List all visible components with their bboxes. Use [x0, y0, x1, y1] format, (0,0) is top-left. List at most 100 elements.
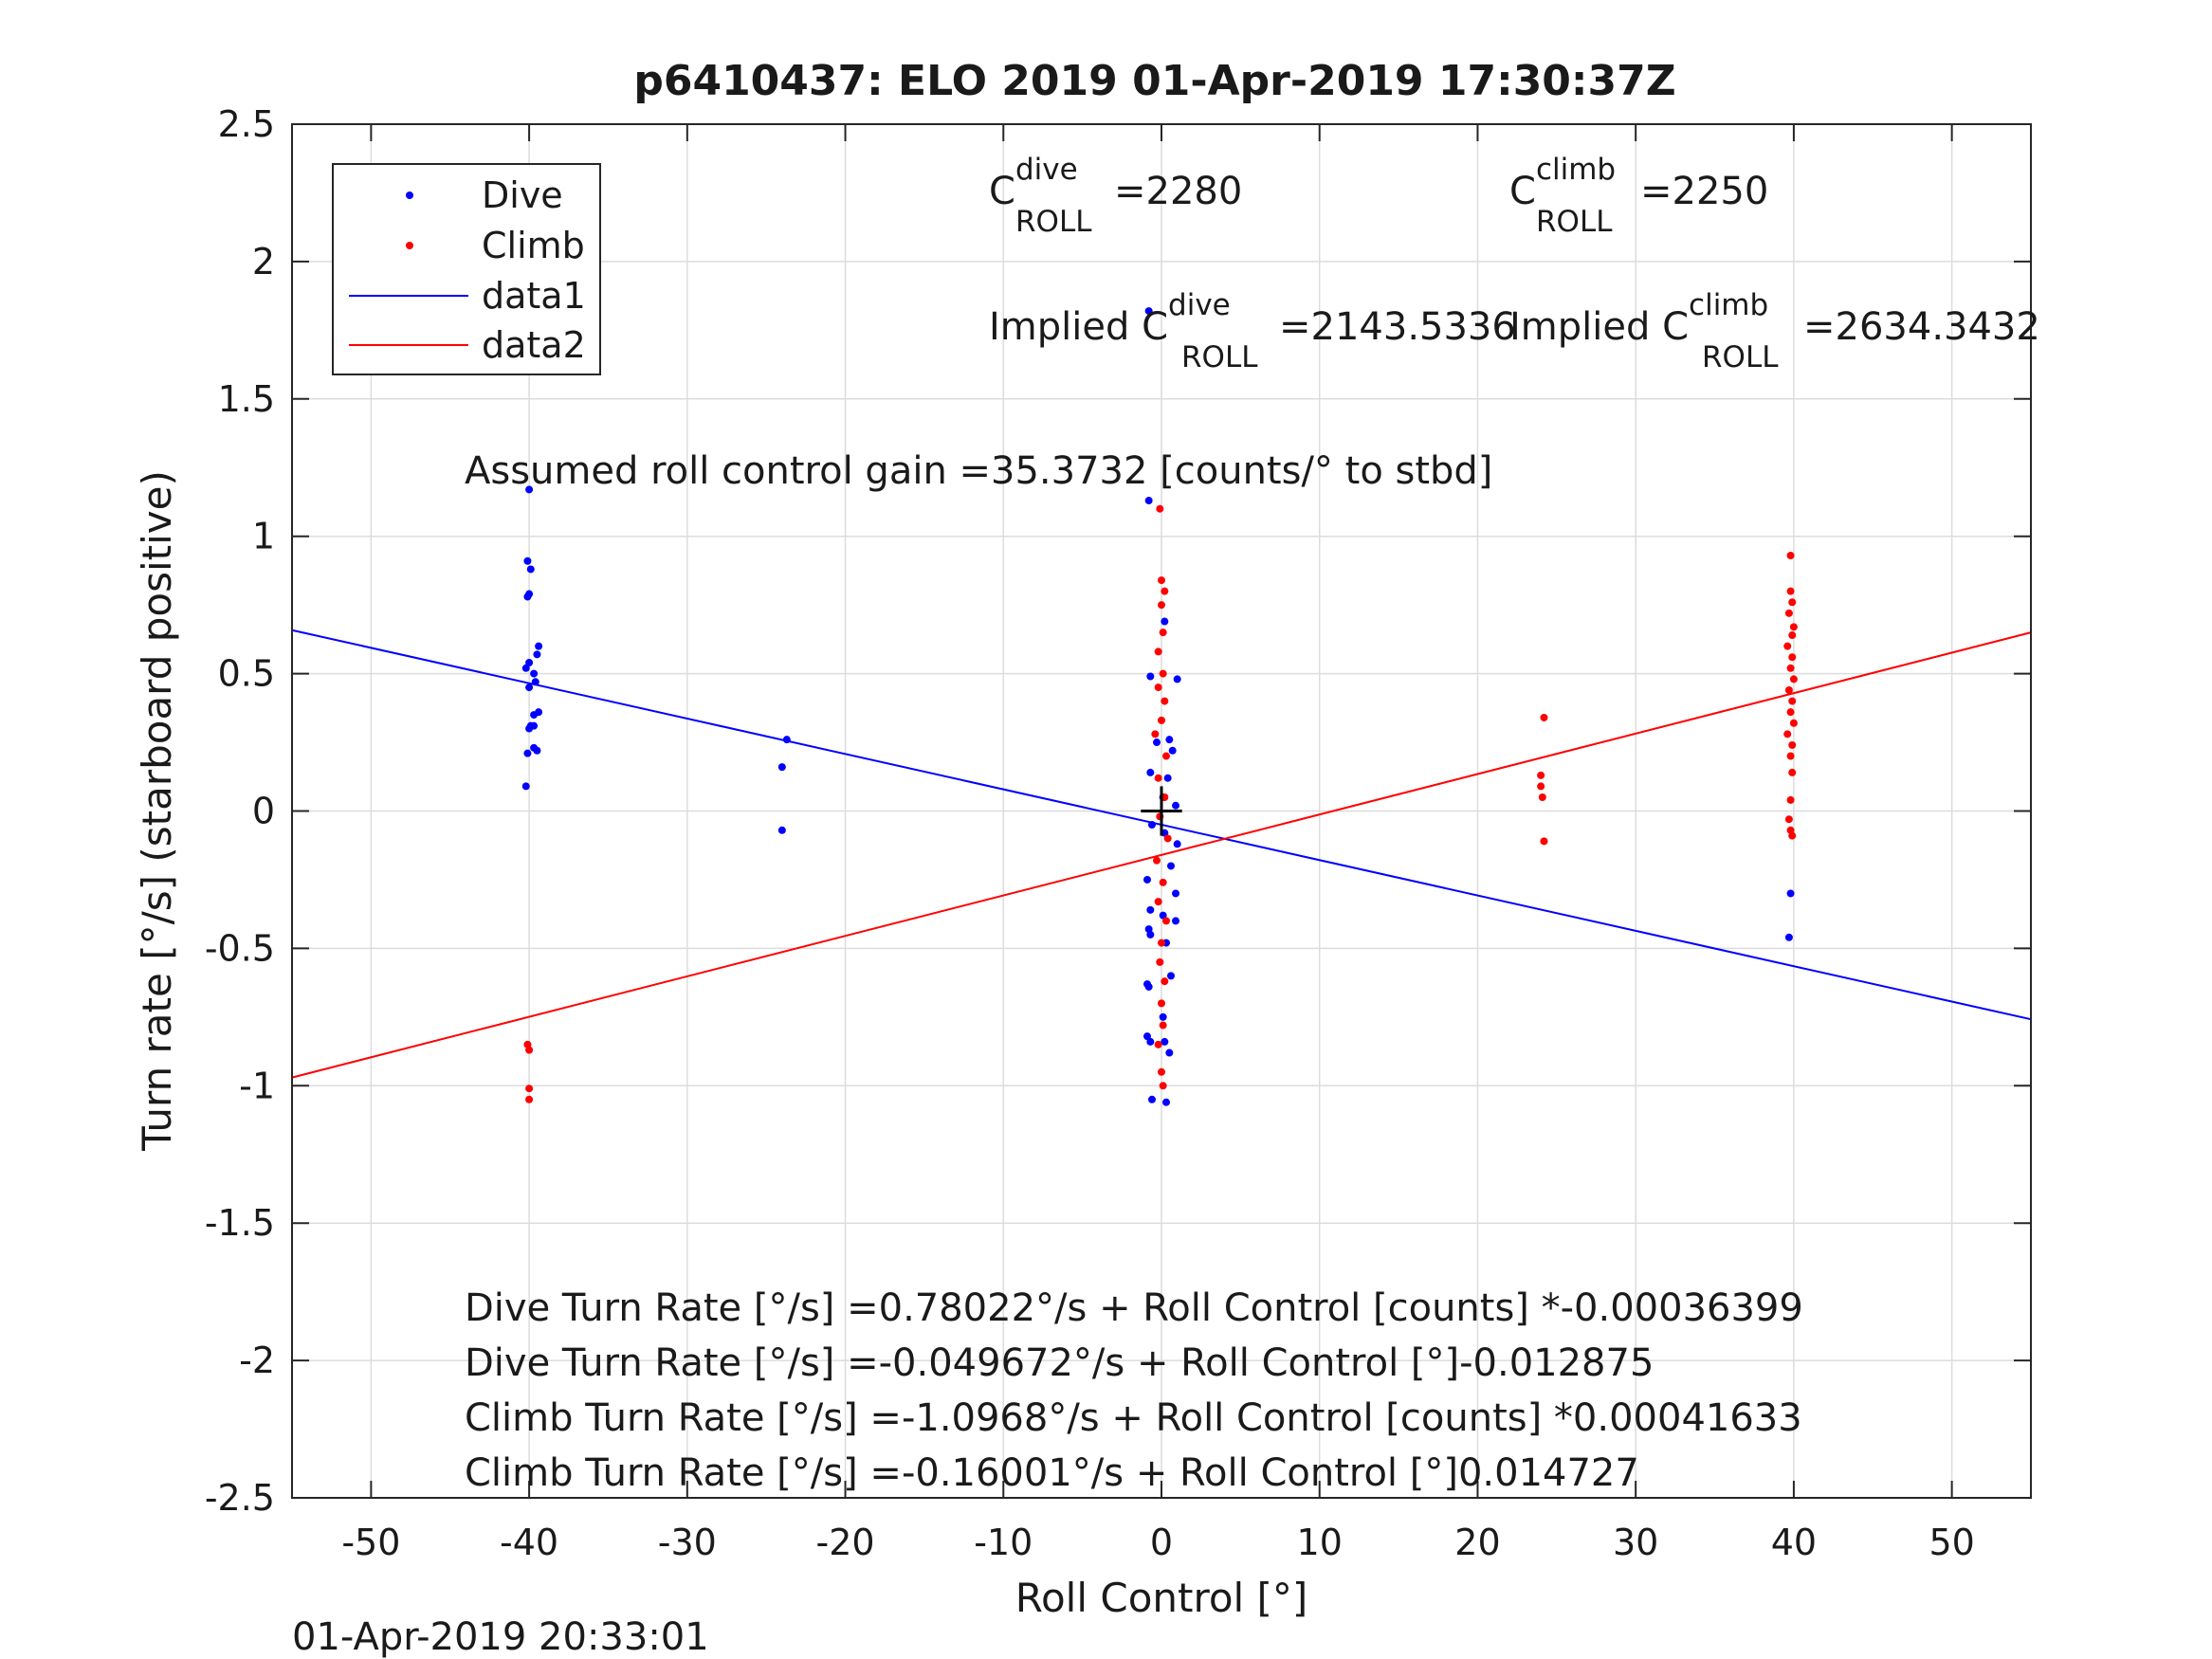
c-climb-annotation: Cclimb ROLL=2250	[1509, 153, 1768, 239]
y-tick-label: -1	[239, 1065, 275, 1106]
x-tick-label: 10	[1297, 1522, 1343, 1563]
data-layer	[291, 307, 2032, 1106]
x-tick-label: 40	[1771, 1522, 1817, 1563]
data-point-climb	[1161, 977, 1169, 986]
legend-data1-label: data1	[482, 275, 586, 317]
equation-dive-degrees: Dive Turn Rate [°/s] =-0.049672°/s + Rol…	[465, 1341, 1654, 1385]
data-point-climb	[1537, 782, 1545, 791]
data-point-dive	[1173, 840, 1181, 848]
data-point-dive	[1161, 617, 1169, 626]
y-tick-label: -1.5	[205, 1202, 275, 1244]
y-tick-label: 2.5	[218, 103, 275, 145]
data-point-climb	[1788, 598, 1797, 607]
data-point-dive	[777, 826, 786, 834]
equation-dive-counts: Dive Turn Rate [°/s] =0.78022°/s + Roll …	[465, 1286, 1803, 1330]
data-point-dive	[1146, 672, 1155, 681]
data-point-climb	[1789, 719, 1798, 727]
legend-climb-marker	[406, 242, 413, 249]
data-point-dive	[521, 782, 530, 791]
data-point-climb	[1159, 878, 1167, 886]
data-point-climb	[1159, 629, 1167, 637]
data-point-dive	[1167, 972, 1176, 980]
data-point-dive	[525, 485, 534, 494]
data-point-climb	[525, 1085, 534, 1093]
data-point-dive	[1144, 982, 1153, 991]
data-point-dive	[1152, 738, 1161, 747]
data-point-dive	[531, 678, 539, 686]
data-point-dive	[1146, 768, 1155, 776]
x-tick-label: 30	[1613, 1522, 1658, 1563]
data-point-climb	[1159, 1082, 1167, 1090]
data-point-climb	[1154, 1040, 1162, 1048]
data-point-climb	[1786, 587, 1795, 595]
data-point-dive	[777, 763, 786, 772]
y-tick-label: 0.5	[218, 653, 275, 695]
generation-timestamp: 01-Apr-2019 20:33:01	[292, 1615, 709, 1659]
x-tick-label: -20	[816, 1522, 875, 1563]
data-point-dive	[1172, 917, 1180, 925]
data-point-climb	[1786, 551, 1795, 559]
x-tick-label: -40	[500, 1522, 558, 1563]
data-point-climb	[1158, 601, 1165, 610]
data-point-dive	[533, 650, 541, 659]
data-point-climb	[1161, 587, 1169, 595]
data-point-dive	[525, 659, 534, 667]
fit-line-data2	[291, 631, 2032, 1079]
data-point-climb	[1161, 697, 1169, 705]
data-point-climb	[1158, 1067, 1165, 1076]
data-point-dive	[1786, 889, 1795, 898]
legend-dive-label: Dive	[482, 174, 563, 216]
data-point-dive	[530, 669, 539, 678]
data-point-climb	[1154, 684, 1162, 692]
data-point-climb	[1154, 774, 1162, 782]
data-point-climb	[1158, 576, 1165, 585]
data-point-dive	[1162, 1098, 1171, 1106]
data-point-dive	[523, 749, 532, 757]
data-point-climb	[1156, 957, 1164, 966]
x-tick-label: -30	[658, 1522, 717, 1563]
data-point-climb	[1788, 740, 1797, 749]
data-point-dive	[1146, 905, 1155, 914]
data-point-dive	[1159, 1012, 1167, 1021]
implied-c-dive-annotation: Implied Cdive ROLL=2143.5336	[989, 288, 1516, 374]
data-point-climb	[1784, 815, 1793, 824]
x-tick-label: 20	[1454, 1522, 1500, 1563]
data-point-dive	[526, 565, 535, 574]
data-point-dive	[525, 684, 534, 692]
data-point-climb	[1162, 917, 1171, 925]
data-point-climb	[1788, 653, 1797, 662]
x-tick-label: 50	[1929, 1522, 1974, 1563]
data-point-climb	[1788, 697, 1797, 705]
data-point-climb	[1159, 669, 1167, 678]
y-tick-labels: -2.5 -2 -1.5 -1 -0.5 0 0.5 1 1.5 2 2.5	[205, 103, 275, 1519]
x-tick-label: -50	[341, 1522, 400, 1563]
data-point-dive	[1146, 930, 1155, 939]
data-point-climb	[1540, 713, 1548, 721]
y-tick-label: -2	[239, 1340, 275, 1381]
data-point-dive	[1172, 889, 1180, 898]
y-tick-label: 1.5	[218, 378, 275, 420]
x-tick-labels: -50 -40 -30 -20 -10 0 10 20 30 40 50	[341, 1522, 1974, 1563]
data-point-climb	[1786, 795, 1795, 804]
data-point-dive	[1163, 774, 1172, 782]
y-axis-label: Turn rate [°/s] (starboard positive)	[134, 470, 180, 1152]
data-point-climb	[1784, 685, 1793, 694]
data-point-dive	[525, 724, 534, 733]
data-point-dive	[1784, 933, 1793, 941]
data-point-climb	[1788, 768, 1797, 776]
data-point-dive	[1172, 801, 1180, 810]
data-point-dive	[1144, 497, 1153, 505]
data-point-climb	[525, 1095, 534, 1103]
data-point-climb	[1783, 730, 1792, 738]
implied-c-climb-annotation: Implied Cclimb ROLL=2634.3432	[1509, 288, 2040, 374]
data-point-dive	[1143, 1032, 1151, 1041]
assumed-gain-annotation: Assumed roll control gain =35.3732 [coun…	[465, 449, 1492, 493]
data-point-dive	[530, 711, 539, 720]
data-point-climb	[1786, 664, 1795, 672]
data-point-dive	[1146, 1037, 1155, 1046]
x-tick-label: -10	[974, 1522, 1033, 1563]
data-point-climb	[1784, 609, 1793, 617]
x-tick-label: 0	[1150, 1522, 1173, 1563]
data-point-dive	[1168, 746, 1177, 755]
